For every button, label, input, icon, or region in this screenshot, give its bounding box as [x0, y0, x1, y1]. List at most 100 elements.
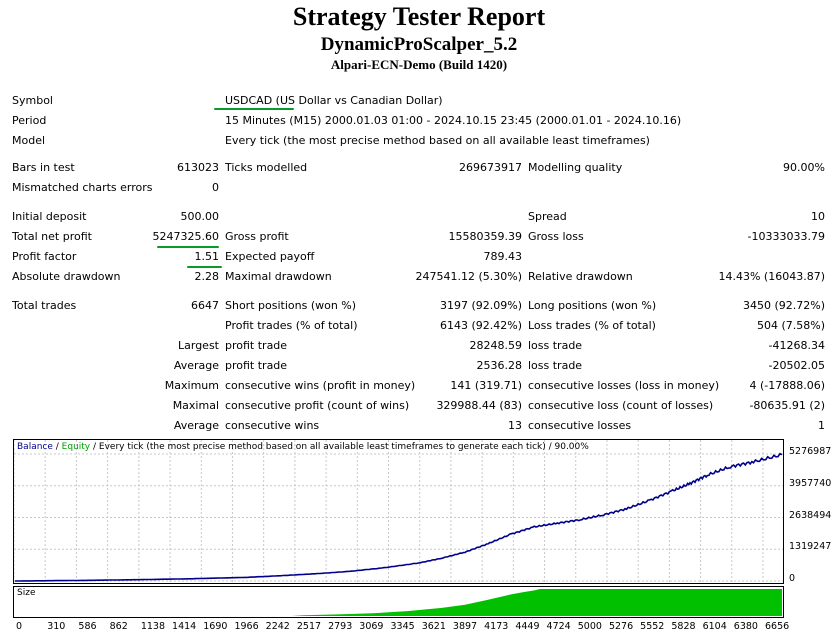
- x-tick-label: 4449: [515, 621, 540, 632]
- deposit-label: Initial deposit: [12, 210, 87, 223]
- short-positions-label: Short positions (won %): [225, 299, 357, 312]
- average-loss-trade-value: -20502.05: [768, 359, 825, 372]
- absolute-drawdown-label: Absolute drawdown: [12, 270, 121, 283]
- balance-chart-svg: [14, 440, 783, 583]
- profit-trades-label: Profit trades (% of total): [225, 319, 358, 332]
- balance-series-line: [15, 452, 783, 582]
- quality-label: Modelling quality: [528, 161, 623, 174]
- legend-separator: /: [52, 442, 62, 452]
- total-trades-label: Total trades: [12, 299, 77, 312]
- average-profit-trade-label: profit trade: [225, 359, 288, 372]
- x-tick-label: 3621: [421, 621, 446, 632]
- maximal-consecutive-profit-value: 329988.44 (83): [436, 399, 522, 412]
- expected-payoff-label: Expected payoff: [225, 250, 315, 263]
- average-consecutive-losses-label: consecutive losses: [528, 419, 632, 432]
- loss-trades-value: 504 (7.58%): [756, 319, 825, 332]
- average-consecutive-label: Average: [173, 419, 219, 432]
- average-consecutive-losses-value: 1: [818, 419, 825, 432]
- y-tick-label: 0: [789, 573, 796, 584]
- ticks-value: 269673917: [459, 161, 522, 174]
- max-consecutive-wins-label: consecutive wins (profit in money): [225, 379, 416, 392]
- x-tick-label: 1690: [203, 621, 228, 632]
- x-tick-label: 5552: [640, 621, 665, 632]
- net-profit-value: 5247325.60: [152, 230, 219, 243]
- y-tick-label: 5276987: [789, 446, 832, 457]
- x-tick-label: 1138: [140, 621, 166, 632]
- max-consecutive-wins-value: 141 (319.71): [450, 379, 522, 392]
- gross-loss-label: Gross loss: [528, 230, 584, 243]
- x-tick-label: 0: [16, 621, 23, 632]
- largest-loss-trade-value: -41268.34: [768, 339, 825, 352]
- average-consecutive-wins-value: 13: [508, 419, 522, 432]
- average-consecutive-wins-label: consecutive wins: [225, 419, 320, 432]
- mismatch-label: Mismatched charts errors: [12, 181, 153, 194]
- expected-payoff-value: 789.43: [483, 250, 523, 263]
- profit-factor-underline: [187, 266, 222, 268]
- x-tick-label: 6380: [733, 621, 758, 632]
- x-tick-label: 6656: [765, 621, 790, 632]
- largest-profit-trade-value: 28248.59: [469, 339, 523, 352]
- maximal-label: Maximal: [172, 399, 219, 412]
- x-tick-label: 4724: [546, 621, 571, 632]
- maximal-consecutive-loss-value: -80635.91 (2): [749, 399, 825, 412]
- legend-balance: Balance: [17, 442, 53, 452]
- profit-factor-label: Profit factor: [12, 250, 77, 263]
- x-tick-label: 5276: [608, 621, 634, 632]
- quality-value: 90.00%: [783, 161, 825, 174]
- model-label: Model: [12, 134, 46, 147]
- maximal-consecutive-profit-label: consecutive profit (count of wins): [225, 399, 410, 412]
- size-chart: Size: [13, 586, 784, 618]
- x-tick-label: 6104: [702, 621, 727, 632]
- net-profit-underline: [157, 246, 219, 248]
- x-tick-label: 5828: [671, 621, 696, 632]
- legend-equity: Equity: [61, 442, 91, 452]
- max-consecutive-losses-value: 4 (-17888.06): [749, 379, 825, 392]
- x-tick-label: 5000: [577, 621, 602, 632]
- profit-trades-value: 6143 (92.42%): [439, 319, 522, 332]
- maximal-consecutive-loss-label: consecutive loss (count of losses): [528, 399, 714, 412]
- x-tick-label: 310: [47, 621, 66, 632]
- symbol-label: Symbol: [12, 94, 53, 107]
- x-tick-label: 862: [109, 621, 128, 632]
- spread-label: Spread: [528, 210, 567, 223]
- size-label: Size: [17, 588, 36, 598]
- expert-name: DynamicProScalper_5.2: [320, 34, 518, 55]
- maximal-drawdown-label: Maximal drawdown: [225, 270, 332, 283]
- x-tick-label: 1966: [234, 621, 259, 632]
- y-tick-label: 2638494: [789, 509, 832, 521]
- bars-value: 613023: [177, 161, 219, 174]
- x-tick-label: 586: [78, 621, 97, 632]
- average-profit-trade-value: 2536.28: [476, 359, 523, 372]
- x-tick-label: 2242: [265, 621, 290, 632]
- bars-label: Bars in test: [12, 161, 75, 174]
- spread-value: 10: [811, 210, 825, 223]
- absolute-drawdown-value: 2.28: [194, 270, 220, 283]
- balance-chart: [13, 439, 784, 584]
- average-loss-trade-label: loss trade: [528, 359, 583, 372]
- x-tick-label: 3897: [452, 621, 478, 632]
- gross-profit-label: Gross profit: [225, 230, 289, 243]
- max-consecutive-losses-label: consecutive losses (loss in money): [528, 379, 720, 392]
- mismatch-value: 0: [212, 181, 219, 194]
- chart-legend: Balance / Equity / Every tick (the most …: [17, 442, 589, 452]
- deposit-value: 500.00: [180, 210, 220, 223]
- profit-factor-value: 1.51: [194, 250, 220, 263]
- loss-trades-label: Loss trades (% of total): [528, 319, 656, 332]
- gross-loss-value: -10333033.79: [747, 230, 825, 243]
- period-value: 15 Minutes (M15) 2000.01.03 01:00 - 2024…: [225, 114, 682, 127]
- total-trades-value: 6647: [191, 299, 219, 312]
- net-profit-label: Total net profit: [12, 230, 92, 243]
- x-tick-label: 1414: [172, 621, 197, 632]
- period-label: Period: [12, 114, 47, 127]
- x-tick-label: 4173: [484, 621, 509, 632]
- size-chart-svg: [15, 589, 782, 616]
- y-tick-label: 1319247: [789, 541, 832, 553]
- x-tick-label: 2793: [328, 621, 353, 632]
- symbol-underline: [214, 108, 294, 110]
- maximum-label: Maximum: [164, 379, 219, 392]
- largest-loss-trade-label: loss trade: [528, 339, 583, 352]
- average-label: Average: [173, 359, 219, 372]
- ticks-label: Ticks modelled: [225, 161, 308, 174]
- report-title: Strategy Tester Report: [292, 2, 546, 31]
- symbol-value: USDCAD (US Dollar vs Canadian Dollar): [225, 94, 443, 107]
